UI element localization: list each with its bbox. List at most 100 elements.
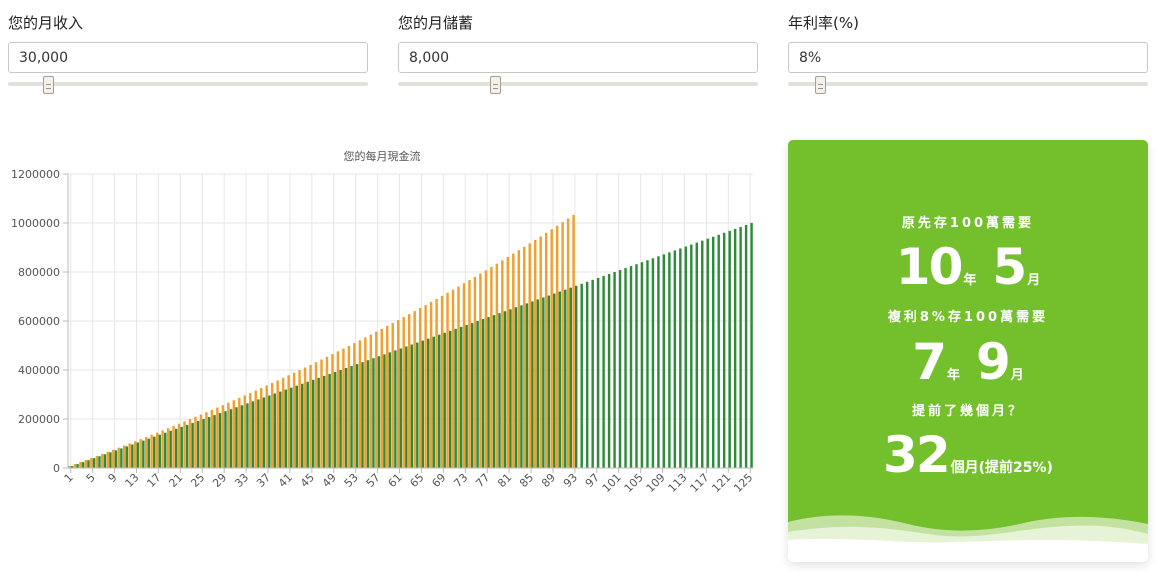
plain-bar [388, 352, 392, 468]
x-tick-label: 45 [298, 471, 317, 490]
plain-bar [180, 426, 183, 468]
annual-rate-slider-track[interactable] [788, 82, 1148, 86]
cashflow-chart: 您的每月現金流 0 200000 400000 600000 800000 1000000… [11, 149, 755, 495]
plain-bar [476, 321, 479, 468]
plain-bar [240, 405, 244, 468]
compound-bar [155, 432, 159, 468]
compound-bar [73, 464, 77, 468]
compound-bar [501, 260, 504, 468]
plain-bar [421, 340, 424, 468]
monthly-saving-input[interactable] [398, 42, 758, 73]
x-tick-label: 81 [495, 471, 514, 490]
plain-bar [246, 403, 249, 468]
x-tick-label: 57 [364, 471, 383, 490]
compound-bar [210, 409, 214, 468]
plain-bar [92, 458, 96, 468]
plain-bar [158, 434, 161, 468]
chart-grid [68, 173, 753, 469]
monthly-income-input[interactable] [8, 42, 368, 73]
plain-bar [591, 279, 594, 468]
compound-bar [260, 388, 263, 468]
plain-bar [635, 264, 638, 468]
compound-months-value: 9 [976, 333, 1011, 391]
monthly-saving-slider-track[interactable] [398, 82, 758, 86]
compound-bar [561, 222, 564, 468]
monthly-saving-slider-handle[interactable] [490, 76, 502, 94]
compound-bar [440, 295, 444, 468]
plain-bar [306, 381, 309, 468]
compound-bar [265, 385, 268, 468]
compound-bar [84, 460, 88, 468]
plain-bar [618, 270, 622, 468]
plain-bar [339, 370, 342, 468]
plain-bar [547, 295, 551, 468]
plain-bar [717, 234, 720, 468]
plain-bar [136, 442, 140, 468]
compound-bar [298, 370, 301, 468]
compound-bar [342, 348, 345, 468]
compound-bar [358, 340, 362, 468]
plain-bar [284, 389, 287, 468]
plain-bar [70, 466, 74, 468]
plain-bar [207, 417, 211, 468]
plain-bar [585, 281, 589, 468]
plain-bar [229, 409, 233, 468]
annual-rate-slider-handle[interactable] [815, 76, 827, 94]
compound-bar [566, 218, 570, 468]
compound-bar [353, 343, 356, 468]
monthly-income-slider-handle[interactable] [42, 76, 54, 94]
x-tick-label: 73 [451, 471, 470, 490]
compound-bar [128, 443, 131, 468]
compound-bar [276, 380, 279, 468]
compound-bar [205, 412, 208, 468]
monthly-saving-label: 您的月儲蓄 [398, 14, 474, 32]
x-tick-label: 41 [276, 471, 295, 490]
compound-bar [506, 256, 510, 468]
plain-bar [142, 440, 145, 468]
annual-rate-input[interactable] [788, 42, 1148, 73]
compound-bar [418, 308, 422, 468]
months-saved-row: 32 個月(提前25%) [788, 426, 1148, 484]
plain-bar [503, 311, 507, 468]
plain-bar [542, 297, 545, 468]
compound-bar [249, 392, 252, 468]
compound-bar [347, 345, 351, 468]
compound-bar [161, 430, 164, 468]
plain-bar [290, 387, 293, 468]
plain-bar [295, 385, 298, 468]
plain-bar [125, 446, 129, 468]
y-tick-label: 400000 [18, 364, 60, 377]
annual-rate-label: 年利率(%) [788, 14, 859, 32]
monthly-income-slider-track[interactable] [8, 82, 368, 86]
wave-decoration [788, 515, 1148, 562]
compound-bar [232, 400, 236, 468]
plain-bar [377, 356, 381, 468]
plain-saving-duration: 10 年 5 月 [788, 238, 1148, 296]
plain-bar [553, 293, 556, 468]
compound-bar [177, 423, 181, 468]
plain-bar [498, 313, 501, 468]
compound-years-value: 7 [912, 333, 947, 391]
compound-bar [172, 425, 175, 468]
x-tick-label: 65 [407, 471, 426, 490]
plain-bar [531, 301, 534, 468]
plain-bar [164, 432, 167, 468]
plain-bar [191, 422, 194, 468]
x-tick-label: 125 [731, 471, 755, 495]
plain-bar [273, 393, 277, 468]
plain-bar [416, 342, 419, 468]
plain-bar [733, 228, 737, 468]
plain-bar [218, 413, 222, 468]
plain-bar [235, 407, 238, 468]
compound-bar [238, 397, 241, 468]
plain-bar [492, 315, 496, 468]
chart-title: 您的每月現金流 [344, 149, 421, 163]
plain-bar [509, 309, 512, 468]
compound-bar [402, 317, 405, 468]
compound-bar [133, 441, 137, 468]
compound-bar [68, 466, 71, 468]
compound-bar [407, 314, 411, 468]
compound-bar [457, 286, 460, 468]
compound-bar [424, 305, 427, 468]
